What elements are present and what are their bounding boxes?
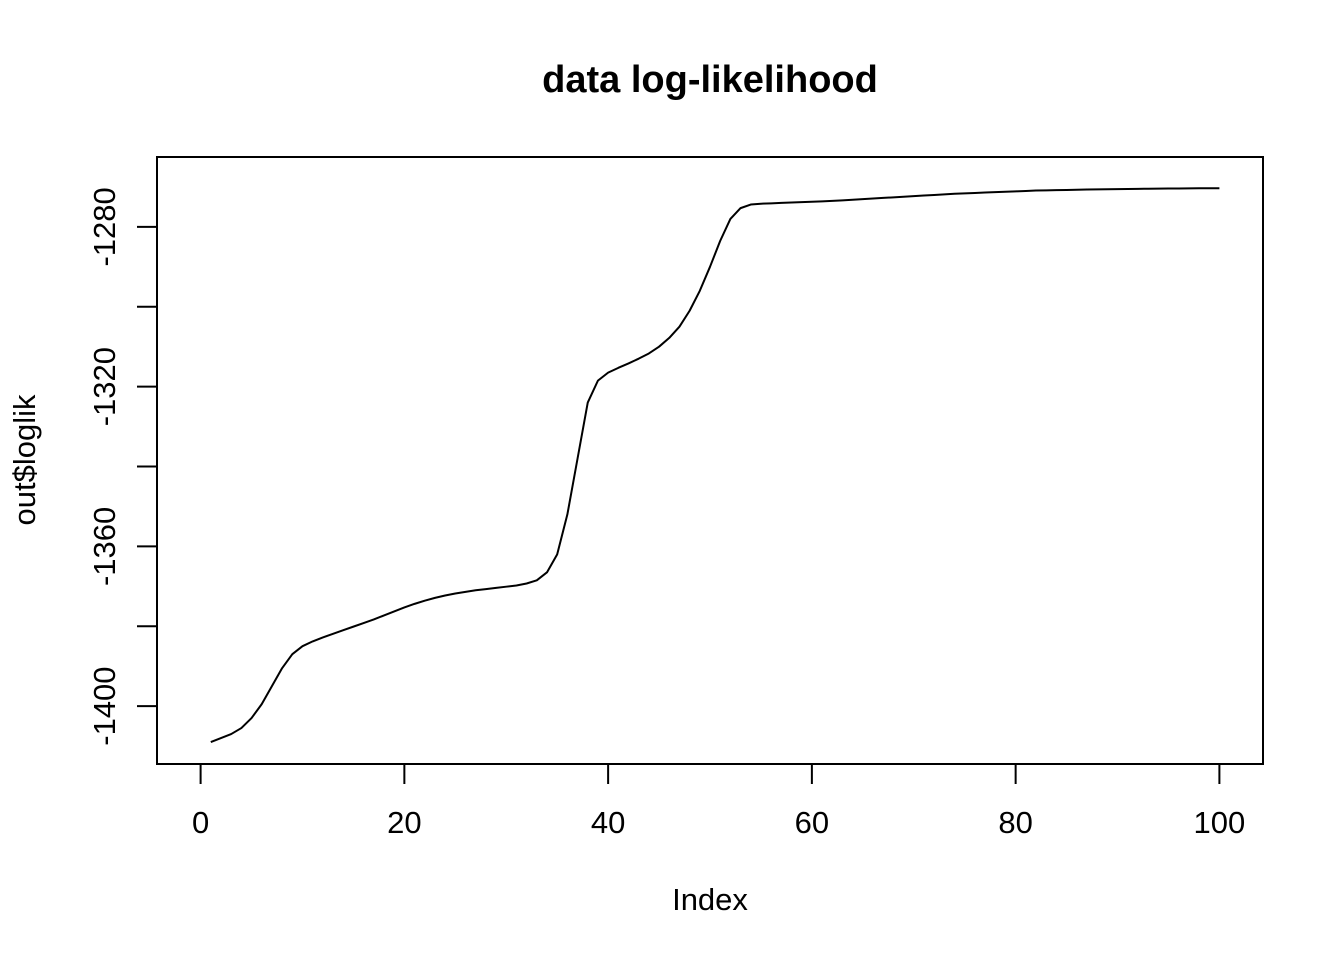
y-axis: -1400 -1360 -1320 -1280 [87,187,158,746]
x-tick-label: 100 [1194,805,1246,840]
x-axis: 0 20 40 60 80 100 [192,763,1246,840]
y-axis-label: out$loglik [7,394,42,525]
series-line [210,187,1220,743]
x-tick-label: 40 [591,805,625,840]
x-tick-label: 60 [795,805,829,840]
plot-frame [156,156,1264,765]
y-tick-label: -1400 [87,666,122,745]
x-axis-label: Index [672,882,748,917]
y-tick-label: -1320 [87,347,122,426]
x-tick-label: 20 [387,805,421,840]
chart-title: data log-likelihood [542,59,878,101]
x-tick-label: 80 [998,805,1032,840]
x-tick-label: 0 [192,805,209,840]
y-tick-label: -1360 [87,507,122,586]
y-tick-label: -1280 [87,187,122,266]
